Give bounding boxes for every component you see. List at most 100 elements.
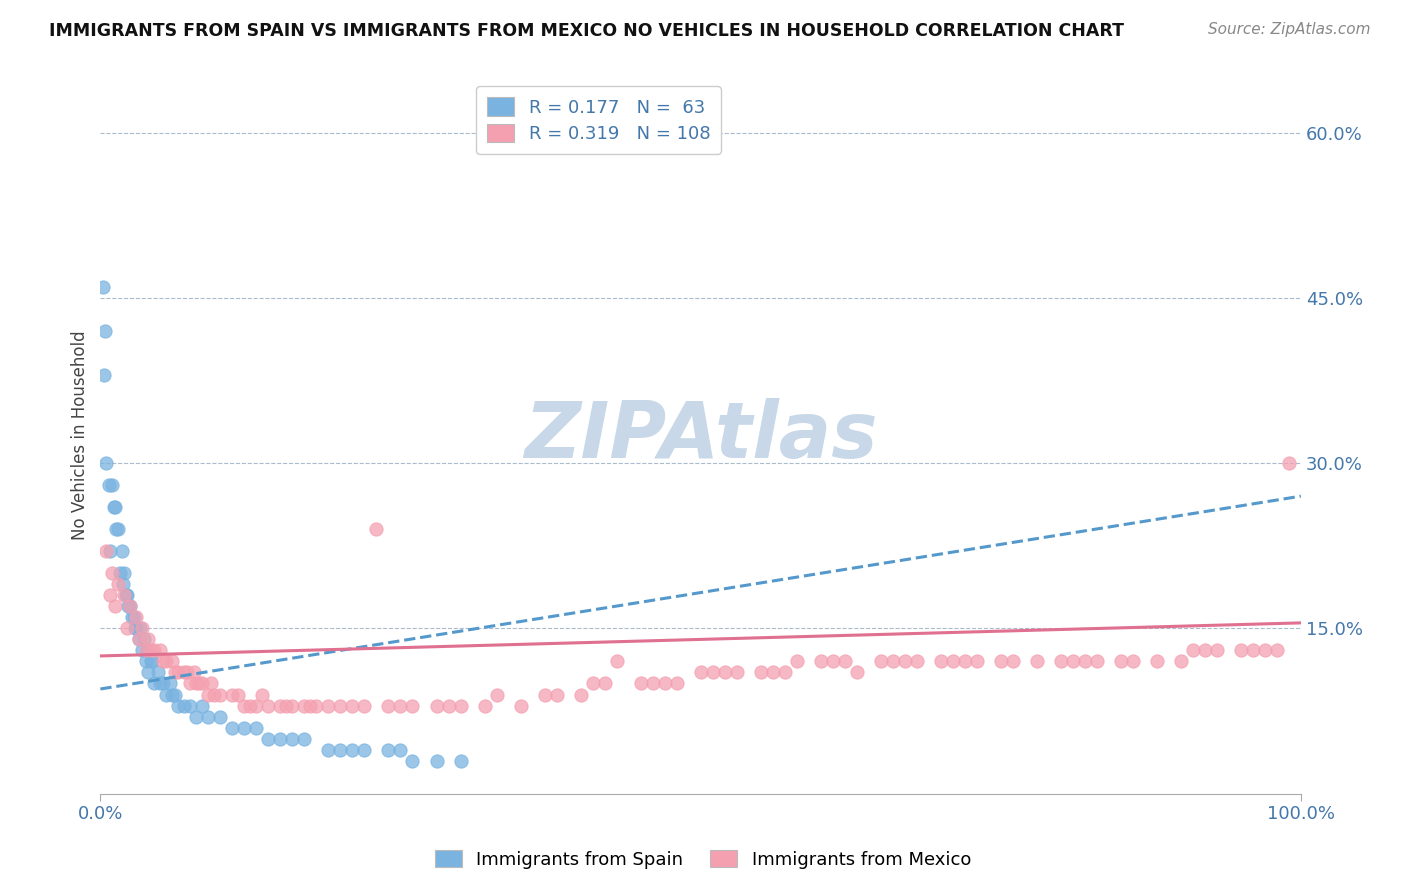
Point [257,731,280,746]
Point [299,698,322,713]
Point [163,688,186,702]
Point [1194,643,1216,657]
Point [139,643,162,657]
Point [96,544,118,558]
Point [117,599,139,614]
Point [136,643,159,657]
Point [1278,456,1301,470]
Point [1230,643,1253,657]
Point [389,742,412,756]
Legend: Immigrants from Spain, Immigrants from Mexico: Immigrants from Spain, Immigrants from M… [427,843,979,876]
Point [209,709,232,723]
Point [98,588,121,602]
Point [103,500,125,515]
Point [1062,655,1084,669]
Point [281,731,304,746]
Point [143,676,166,690]
Point [163,665,186,680]
Point [179,698,201,713]
Point [143,643,166,657]
Point [905,655,928,669]
Point [1001,655,1024,669]
Point [233,698,256,713]
Point [1085,655,1108,669]
Point [749,665,772,680]
Point [485,688,508,702]
Point [101,566,124,581]
Point [533,688,555,702]
Point [953,655,976,669]
Point [197,709,219,723]
Point [329,742,352,756]
Point [146,665,169,680]
Point [450,754,472,768]
Point [135,655,157,669]
Point [318,698,340,713]
Point [810,655,832,669]
Point [191,698,214,713]
Point [581,676,603,690]
Point [139,655,162,669]
Point [689,665,711,680]
Point [269,731,291,746]
Point [107,577,129,591]
Point [990,655,1012,669]
Point [132,632,155,647]
Point [425,698,447,713]
Point [91,280,114,294]
Point [245,698,267,713]
Point [1122,655,1144,669]
Point [141,655,163,669]
Point [377,742,399,756]
Point [1241,643,1264,657]
Point [1181,643,1204,657]
Point [124,621,146,635]
Point [762,665,785,680]
Point [966,655,988,669]
Point [1146,655,1168,669]
Point [377,698,399,713]
Point [353,698,375,713]
Point [1049,655,1071,669]
Point [593,676,616,690]
Point [183,665,205,680]
Point [1109,655,1132,669]
Point [155,655,177,669]
Point [202,688,225,702]
Point [209,688,232,702]
Point [131,621,153,635]
Point [245,721,267,735]
Point [112,588,135,602]
Point [786,655,808,669]
Point [135,643,157,657]
Point [98,544,121,558]
Point [162,688,184,702]
Point [121,610,143,624]
Point [115,621,138,635]
Point [129,621,152,635]
Point [1025,655,1047,669]
Point [437,698,460,713]
Point [167,698,190,713]
Point [221,721,243,735]
Point [173,698,195,713]
Point [1254,643,1277,657]
Point [401,698,423,713]
Point [176,665,198,680]
Point [233,721,256,735]
Point [104,500,127,515]
Point [197,688,219,702]
Legend: R = 0.177   N =  63, R = 0.319   N = 108: R = 0.177 N = 63, R = 0.319 N = 108 [477,87,721,154]
Point [228,688,250,702]
Point [1205,643,1227,657]
Point [173,665,195,680]
Point [318,742,340,756]
Point [257,698,280,713]
Point [425,754,447,768]
Point [101,478,124,492]
Point [239,698,262,713]
Point [152,676,174,690]
Point [111,544,134,558]
Point [125,621,148,635]
Y-axis label: No Vehicles in Household: No Vehicles in Household [72,331,89,541]
